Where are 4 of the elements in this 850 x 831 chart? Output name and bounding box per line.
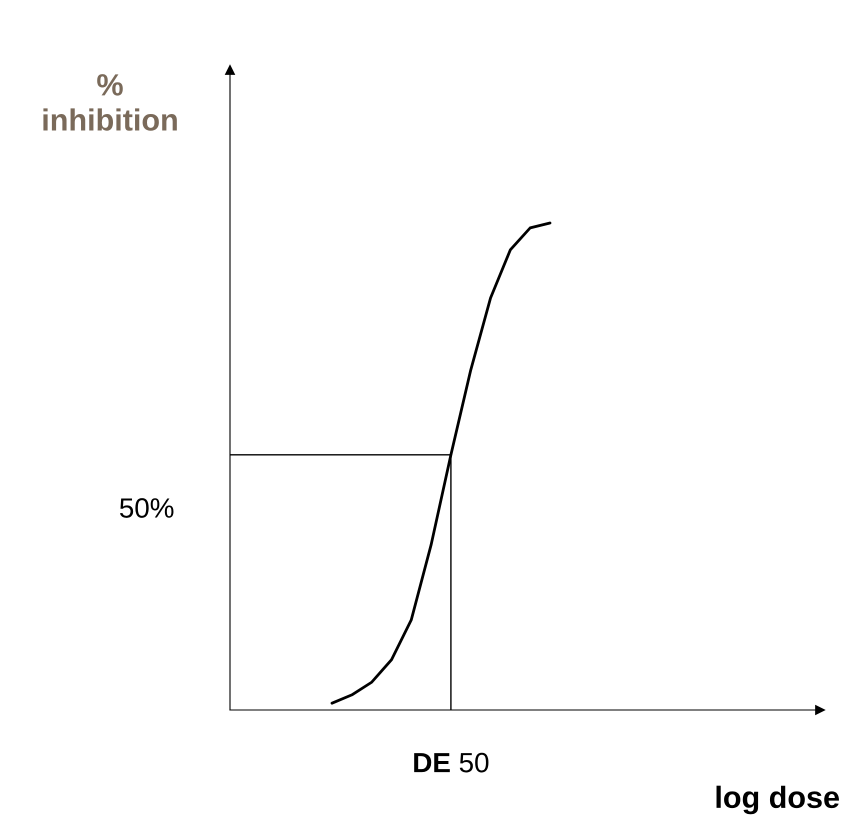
text: log dose <box>716 786 839 814</box>
text: 50% <box>120 498 174 518</box>
text: % inhibition <box>43 74 177 131</box>
text: DE 50 <box>414 752 488 772</box>
